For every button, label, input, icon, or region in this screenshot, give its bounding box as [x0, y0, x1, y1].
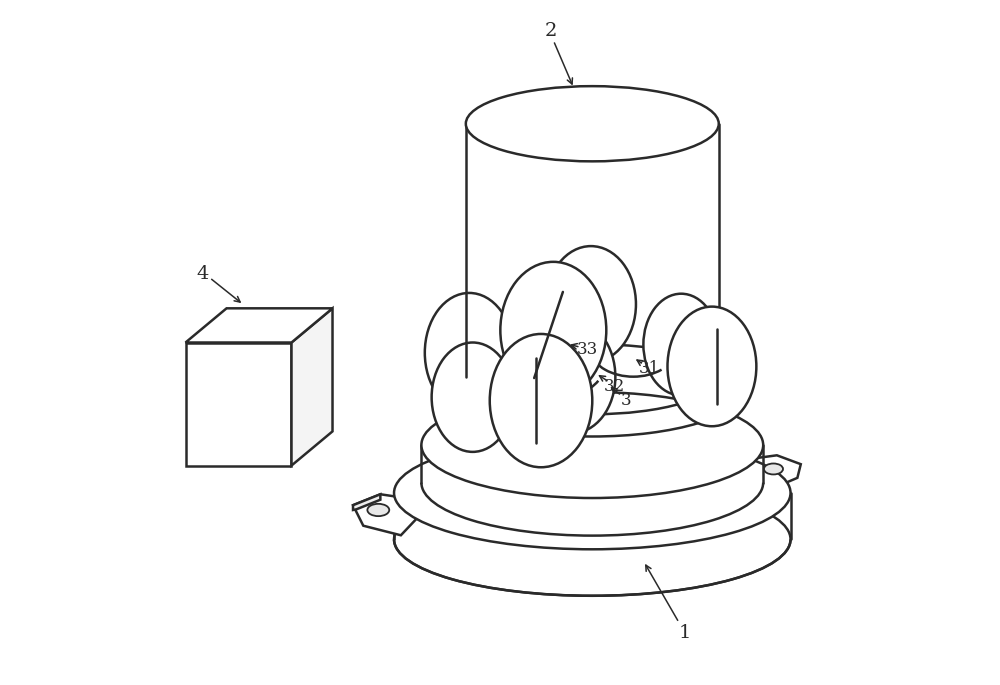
Text: 2: 2: [545, 23, 557, 40]
Polygon shape: [739, 456, 801, 490]
Ellipse shape: [394, 483, 791, 596]
Ellipse shape: [643, 294, 719, 395]
Text: 3: 3: [621, 392, 632, 409]
Text: 33: 33: [577, 341, 598, 358]
Polygon shape: [353, 495, 380, 510]
Ellipse shape: [764, 464, 783, 475]
Text: 32: 32: [604, 378, 625, 395]
Polygon shape: [186, 308, 333, 342]
Ellipse shape: [490, 334, 592, 467]
Text: 1: 1: [678, 624, 691, 642]
Polygon shape: [353, 495, 425, 535]
Ellipse shape: [546, 246, 636, 362]
Ellipse shape: [432, 342, 514, 452]
Ellipse shape: [528, 320, 615, 434]
Polygon shape: [291, 308, 333, 466]
Text: 4: 4: [196, 265, 209, 283]
Polygon shape: [186, 342, 291, 466]
Ellipse shape: [421, 392, 763, 498]
Ellipse shape: [667, 307, 756, 426]
Text: 31: 31: [638, 360, 660, 377]
Ellipse shape: [425, 293, 514, 412]
Ellipse shape: [466, 86, 719, 162]
Ellipse shape: [394, 436, 791, 549]
Ellipse shape: [367, 504, 389, 516]
Ellipse shape: [500, 262, 606, 399]
